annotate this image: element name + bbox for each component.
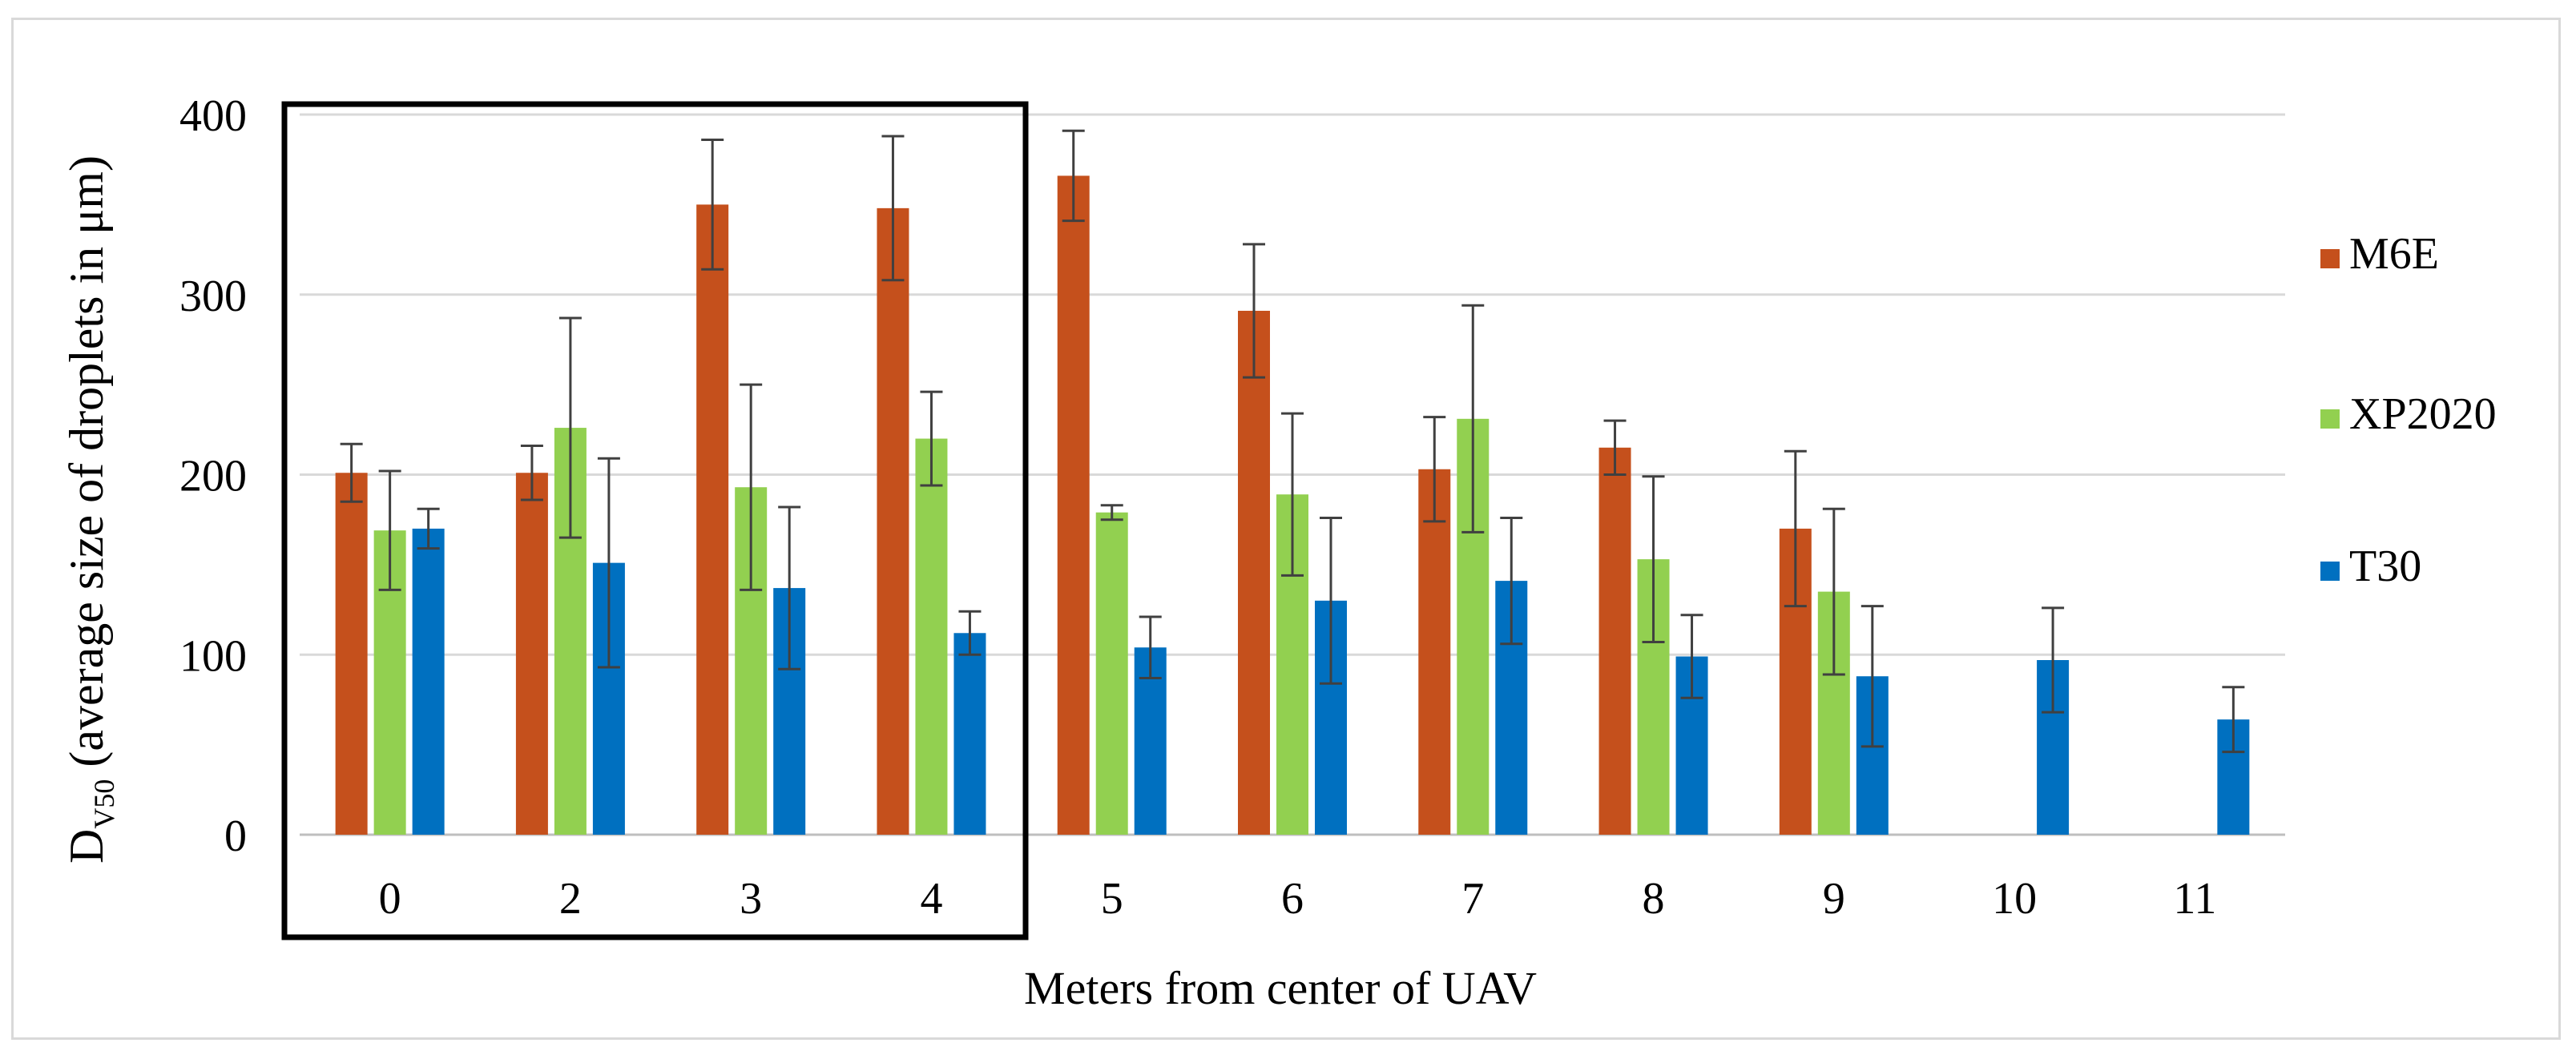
x-tick-label: 6 xyxy=(1281,874,1304,924)
x-tick-label: 11 xyxy=(2173,874,2216,924)
y-tick-label: 100 xyxy=(179,631,247,681)
legend-label-t30: T30 xyxy=(2349,542,2421,591)
legend-swatch-t30 xyxy=(2320,562,2340,581)
bar-m6e-0 xyxy=(335,473,368,835)
highlight-box xyxy=(281,101,1029,940)
bar-t30-0 xyxy=(412,528,445,835)
y-axis-title-main: D xyxy=(60,829,113,864)
x-tick-labels: 0 2 3 4 5 6 7 8 9 10 11 xyxy=(379,874,2217,924)
legend-label-m6e: M6E xyxy=(2349,229,2439,279)
y-tick-labels: 0 100 200 300 400 xyxy=(179,91,247,861)
x-tick-label: 9 xyxy=(1823,874,1845,924)
bar-xp2020-4 xyxy=(915,438,948,835)
bar-m6e-6 xyxy=(1238,310,1270,835)
x-tick-label: 8 xyxy=(1643,874,1665,924)
bar-t30-4 xyxy=(953,633,986,835)
y-tick-label: 200 xyxy=(179,452,247,501)
bar-m6e-8 xyxy=(1598,447,1631,835)
legend-label-xp2020: XP2020 xyxy=(2349,389,2497,439)
bar-xp2020-5 xyxy=(1095,512,1128,835)
x-tick-label: 5 xyxy=(1101,874,1123,924)
x-tick-label: 4 xyxy=(920,874,942,924)
y-axis-title-rest: (average size of droplets in μm) xyxy=(60,155,113,779)
bar-m6e-7 xyxy=(1418,469,1451,835)
legend-swatch-xp2020 xyxy=(2320,409,2340,429)
legend-swatch-m6e xyxy=(2320,249,2340,268)
x-tick-label: 0 xyxy=(379,874,401,924)
y-tick-label: 0 xyxy=(224,811,247,861)
y-axis-title: DV50 (average size of droplets in μm) xyxy=(60,155,120,864)
error-bars xyxy=(340,129,2245,754)
bars xyxy=(335,175,2250,836)
y-axis-title-subscript: V50 xyxy=(88,779,120,829)
x-tick-label: 3 xyxy=(740,874,762,924)
bar-m6e-5 xyxy=(1057,175,1090,836)
legend: M6E XP2020 T30 xyxy=(2320,229,2497,591)
x-axis-title: Meters from center of UAV xyxy=(1024,962,1537,1014)
y-tick-label: 400 xyxy=(179,91,247,141)
bar-m6e-3 xyxy=(696,204,729,835)
bar-m6e-2 xyxy=(515,473,548,835)
x-tick-label: 7 xyxy=(1461,874,1484,924)
x-tick-label: 2 xyxy=(559,874,582,924)
x-tick-label: 10 xyxy=(1992,874,2037,924)
y-tick-label: 300 xyxy=(179,272,247,321)
bar-m6e-4 xyxy=(877,207,909,835)
